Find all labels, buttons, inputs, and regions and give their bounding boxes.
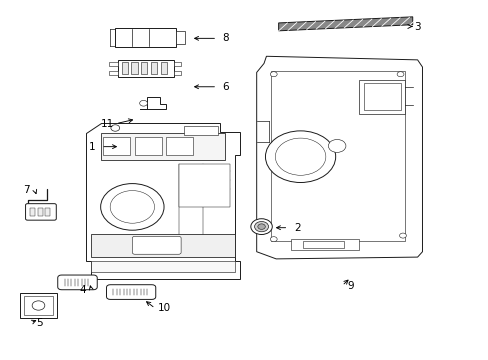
Bar [24, 296, 53, 315]
Text: 11: 11 [100, 119, 113, 129]
Bar [290, 239, 358, 250]
Bar [173, 62, 181, 66]
Bar [131, 62, 138, 74]
Circle shape [111, 125, 120, 131]
Bar [91, 234, 234, 257]
Circle shape [396, 72, 403, 77]
FancyBboxPatch shape [132, 236, 181, 254]
FancyBboxPatch shape [25, 204, 56, 220]
Circle shape [257, 224, 265, 229]
Circle shape [250, 219, 272, 234]
Bar [176, 31, 184, 44]
Circle shape [254, 221, 268, 232]
Bar [135, 137, 161, 155]
Circle shape [270, 72, 277, 77]
Polygon shape [86, 123, 239, 279]
FancyBboxPatch shape [147, 141, 163, 149]
Bar [303, 241, 344, 248]
Circle shape [110, 190, 154, 223]
Circle shape [101, 184, 163, 230]
Circle shape [275, 138, 325, 175]
Bar [166, 137, 193, 155]
Text: 1: 1 [89, 141, 96, 152]
FancyBboxPatch shape [106, 285, 156, 300]
Bar [30, 208, 35, 216]
Bar [118, 60, 173, 77]
Text: 5: 5 [36, 318, 42, 328]
Bar [173, 71, 181, 75]
Bar [101, 134, 224, 160]
Bar [38, 208, 42, 216]
Text: 6: 6 [222, 82, 229, 92]
Bar [45, 208, 50, 216]
Polygon shape [140, 97, 166, 109]
Text: 8: 8 [222, 33, 229, 43]
Bar [151, 62, 157, 74]
Bar [363, 83, 400, 110]
Circle shape [265, 131, 335, 183]
Circle shape [399, 233, 406, 238]
Bar [178, 164, 229, 207]
Bar [183, 126, 217, 135]
Text: 3: 3 [413, 22, 420, 32]
Bar [103, 137, 130, 155]
FancyBboxPatch shape [58, 275, 97, 290]
Bar [115, 28, 176, 47]
Polygon shape [256, 56, 422, 259]
Polygon shape [278, 17, 412, 31]
Text: 7: 7 [22, 185, 29, 195]
Bar [358, 80, 405, 114]
Circle shape [328, 139, 345, 152]
Bar [141, 62, 147, 74]
Bar [160, 62, 166, 74]
Text: 4: 4 [79, 285, 86, 296]
Text: 2: 2 [293, 223, 300, 233]
Bar [20, 293, 57, 318]
Text: 9: 9 [347, 281, 353, 291]
Circle shape [140, 100, 147, 106]
Bar [109, 62, 118, 66]
Bar [91, 261, 234, 272]
Bar [122, 62, 128, 74]
Circle shape [32, 301, 45, 310]
Bar [271, 71, 405, 241]
Text: 10: 10 [157, 303, 170, 314]
Circle shape [270, 237, 277, 242]
Bar [109, 71, 118, 75]
